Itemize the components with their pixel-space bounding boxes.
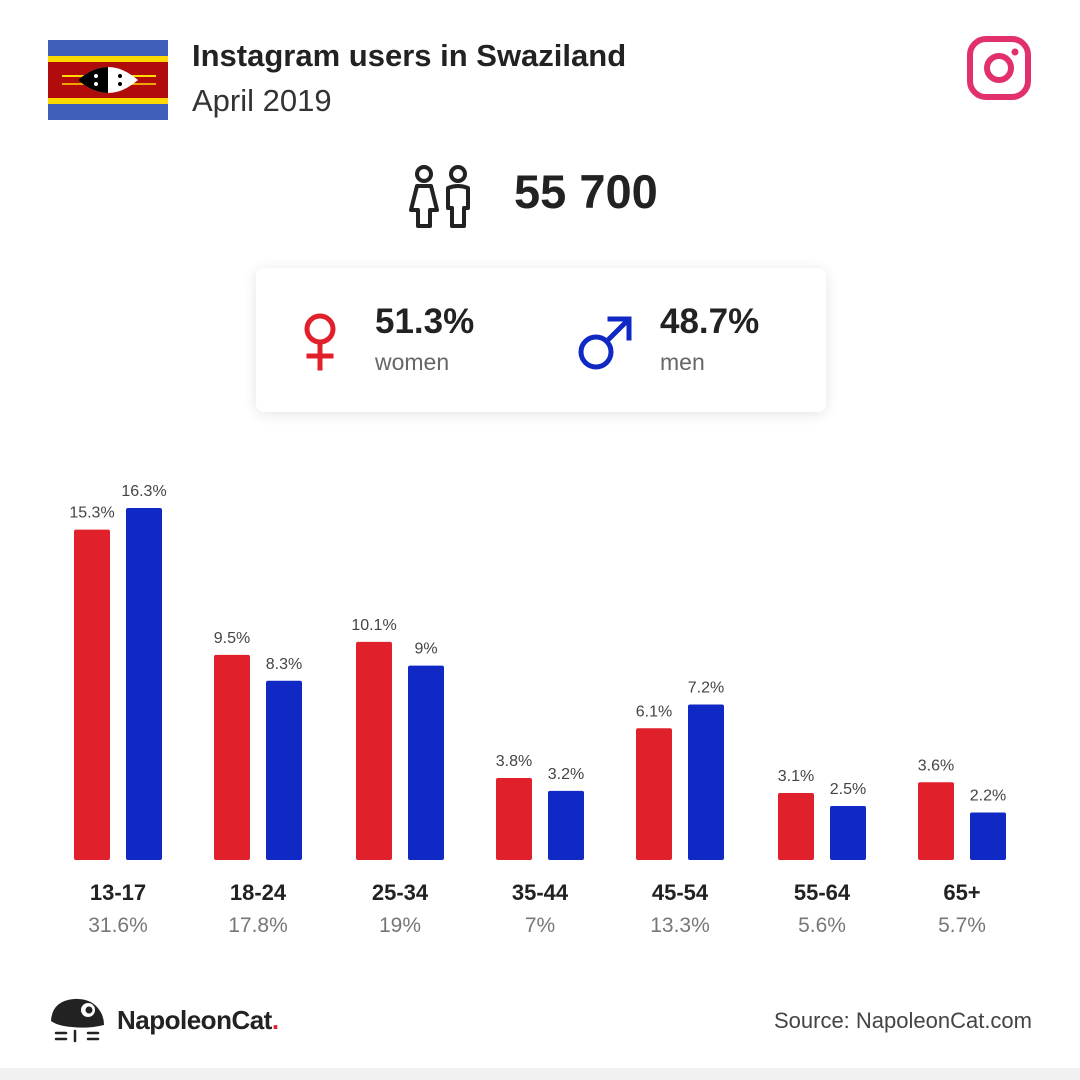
bar-women-25-34	[356, 641, 392, 860]
total-users: 55 700	[514, 165, 658, 218]
male-symbol-icon	[578, 316, 632, 370]
female-symbol-icon	[304, 313, 336, 371]
bar-men-13-17	[126, 508, 162, 860]
source-text: Source: NapoleonCat.com	[773, 1008, 1032, 1033]
footer-band	[0, 1068, 1080, 1080]
bar-women-65+	[918, 782, 954, 860]
data-label-women-45-54: 6.1%	[636, 703, 672, 720]
data-label-women-65+: 3.6%	[918, 757, 954, 774]
bar-men-55-64	[830, 806, 866, 860]
data-label-men-65+: 2.2%	[970, 787, 1006, 804]
category-total-35-44: 7%	[525, 914, 555, 937]
category-label-25-34: 25-34	[372, 880, 429, 905]
women-label: women	[375, 349, 450, 375]
data-label-women-55-64: 3.1%	[778, 768, 814, 785]
data-label-men-13-17: 16.3%	[121, 483, 166, 500]
data-label-women-25-34: 10.1%	[351, 617, 396, 634]
men-label: men	[660, 349, 705, 375]
data-label-men-18-24: 8.3%	[266, 656, 302, 673]
page-title: Instagram users in Swaziland	[192, 38, 627, 73]
women-percent: 51.3%	[375, 302, 475, 341]
category-total-65+: 5.7%	[938, 914, 986, 937]
bar-women-13-17	[74, 529, 110, 860]
bar-women-45-54	[636, 728, 672, 860]
category-label-18-24: 18-24	[230, 880, 287, 905]
men-percent: 48.7%	[660, 302, 760, 341]
gender-split-card: 51.3% women 48.7% men	[256, 268, 826, 412]
category-total-25-34: 19%	[379, 914, 421, 937]
data-label-men-25-34: 9%	[414, 641, 437, 658]
brand-name: NapoleonCat.	[117, 1005, 279, 1036]
data-label-women-18-24: 9.5%	[214, 630, 250, 647]
bar-men-45-54	[688, 704, 724, 860]
category-label-45-54: 45-54	[652, 880, 709, 905]
age-gender-bar-chart: 15.3% 16.3% 13-17 31.6% 9.5% 8.3% 18-24 17.8% 10…	[69, 483, 1006, 937]
bar-women-55-64	[778, 793, 814, 860]
bar-men-35-44	[548, 790, 584, 860]
category-label-35-44: 35-44	[512, 880, 569, 905]
bar-men-25-34	[408, 665, 444, 860]
category-total-18-24: 17.8%	[228, 914, 288, 937]
data-label-women-13-17: 15.3%	[69, 505, 114, 522]
bar-women-35-44	[496, 777, 532, 860]
data-label-women-35-44: 3.8%	[496, 753, 532, 770]
bar-men-18-24	[266, 680, 302, 860]
brand-dot: .	[271, 1005, 279, 1035]
data-label-men-55-64: 2.5%	[830, 781, 866, 798]
bar-men-65+	[970, 812, 1006, 860]
data-label-men-45-54: 7.2%	[688, 680, 724, 697]
swaziland-flag-icon	[48, 40, 168, 120]
page-subtitle: April 2019	[192, 83, 332, 118]
category-total-13-17: 31.6%	[88, 914, 148, 937]
instagram-icon	[967, 36, 1031, 100]
people-icon	[409, 165, 470, 228]
napoleoncat-logo-icon	[51, 998, 104, 1043]
category-label-55-64: 55-64	[794, 880, 851, 905]
data-label-men-35-44: 3.2%	[548, 766, 584, 783]
category-total-55-64: 5.6%	[798, 914, 846, 937]
category-label-13-17: 13-17	[90, 880, 146, 905]
bar-women-18-24	[214, 654, 250, 860]
brand-name-text: NapoleonCat	[117, 1005, 272, 1035]
category-total-45-54: 13.3%	[650, 914, 710, 937]
category-label-65+: 65+	[943, 880, 980, 905]
